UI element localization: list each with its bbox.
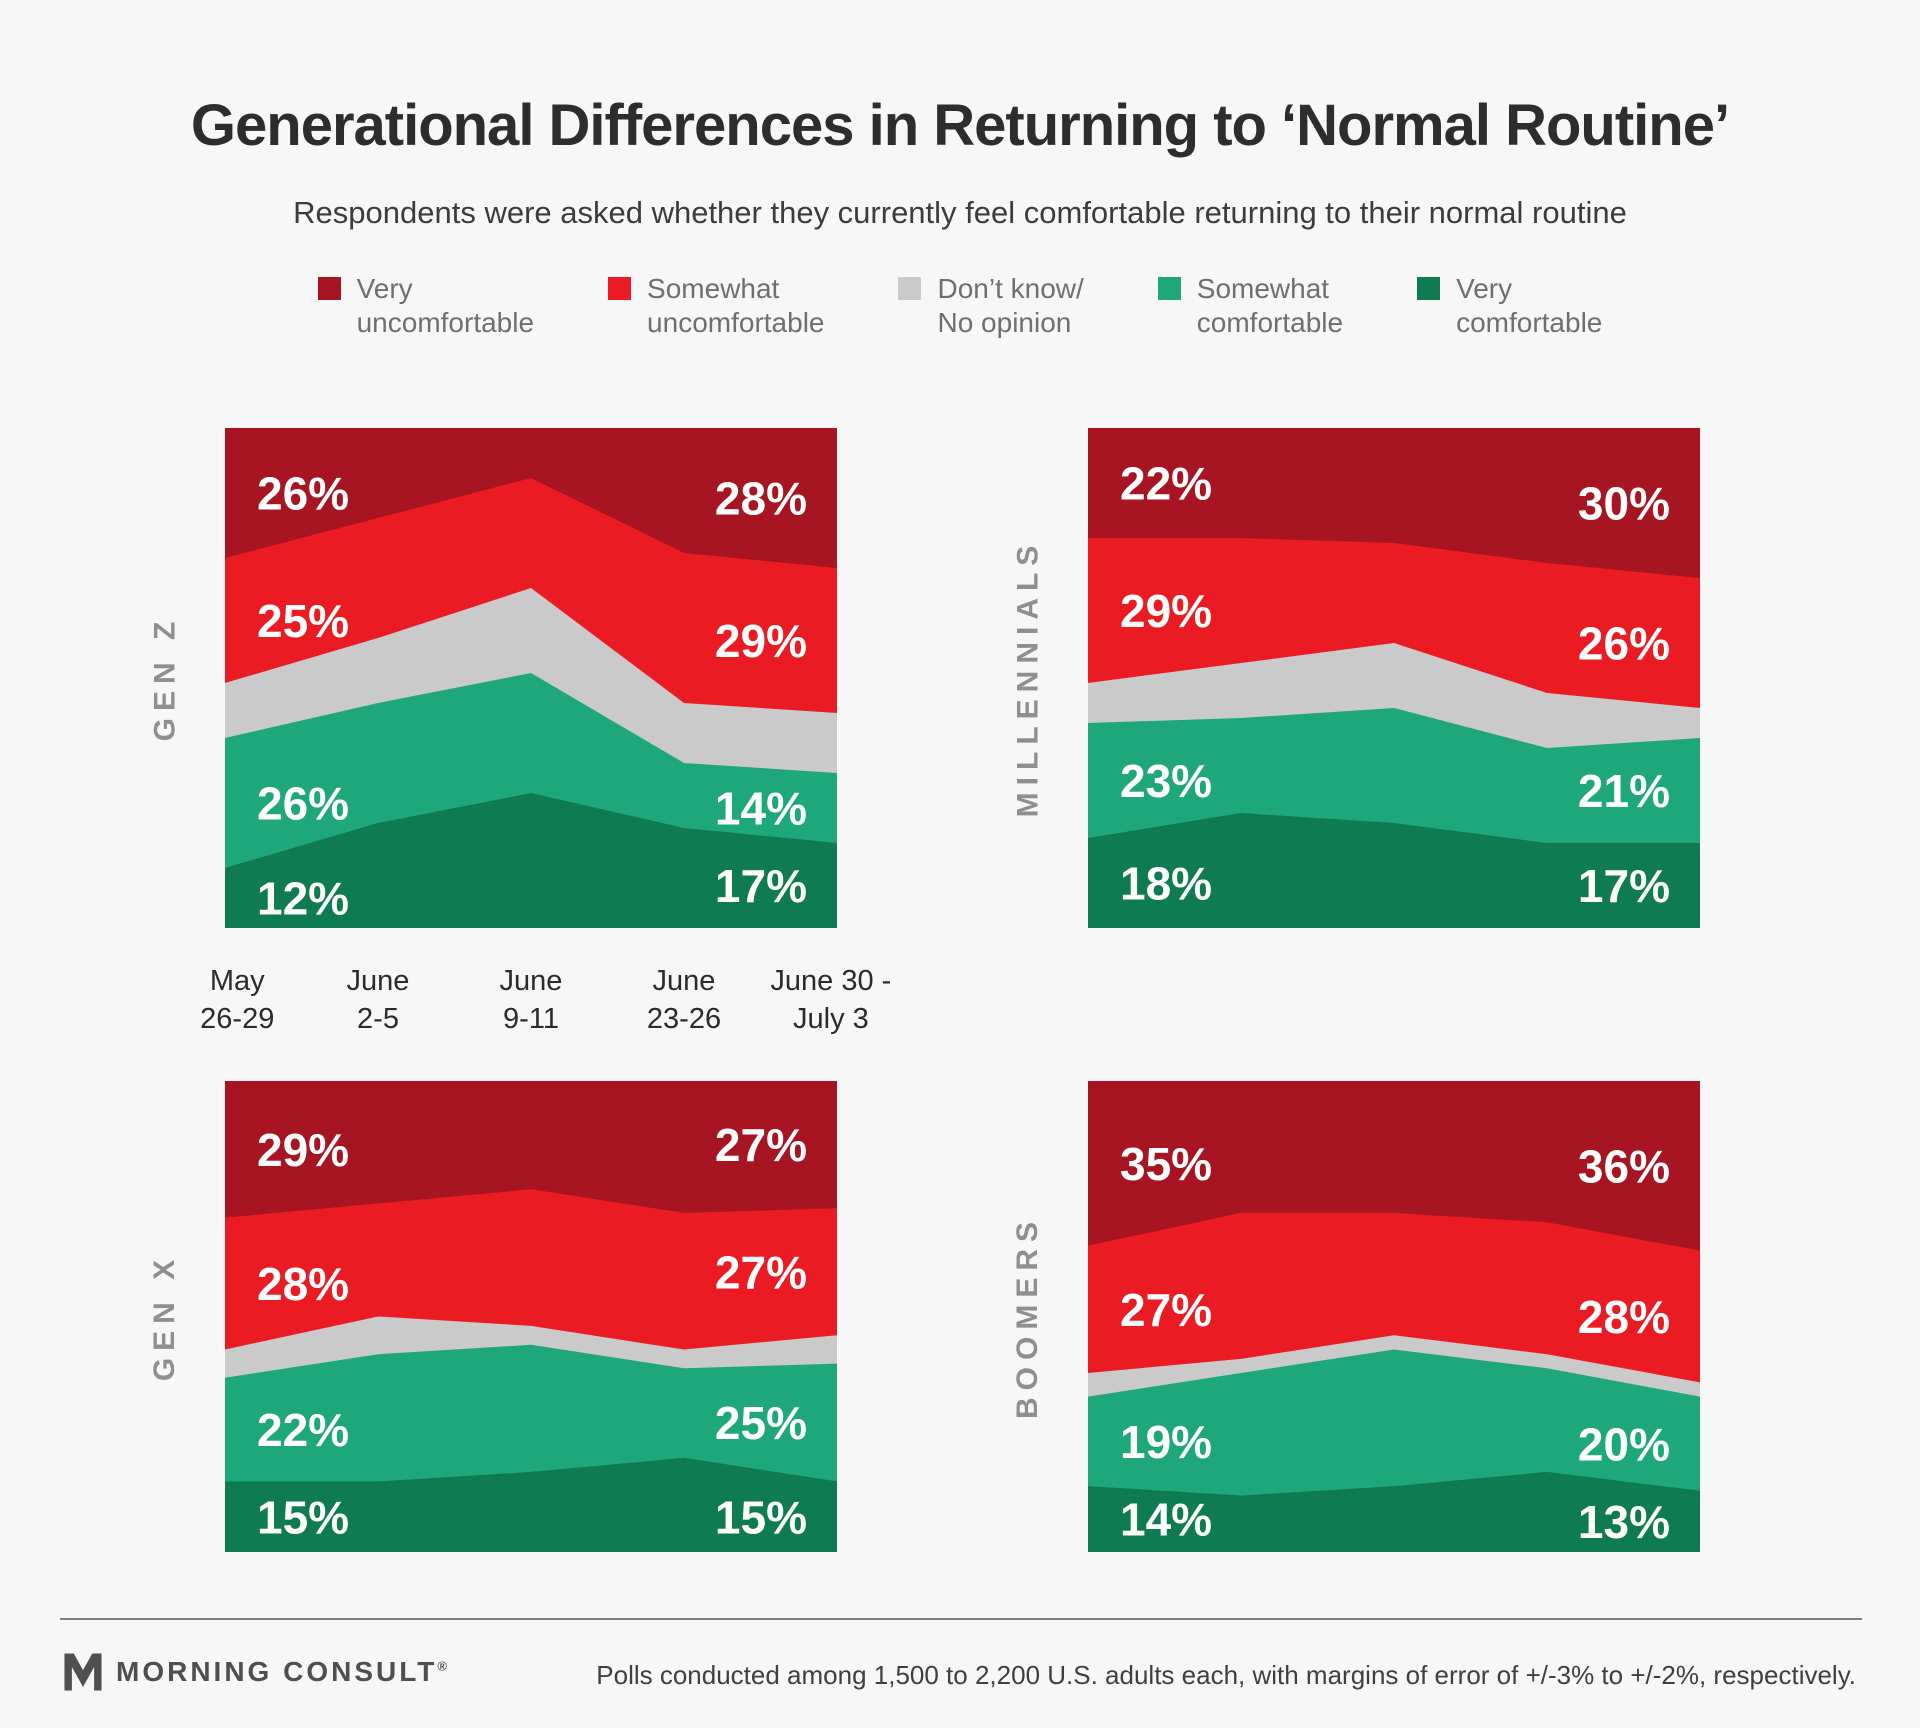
morning-consult-logo: MORNING CONSULT®	[62, 1648, 450, 1696]
x-axis-label-june-9-11: June 9-11	[499, 965, 563, 1035]
page-title: Generational Differences in Returning to…	[190, 93, 1730, 158]
group-label-boomers: BOOMERS	[1011, 1214, 1045, 1419]
svg-text:28%: 28%	[1578, 1291, 1670, 1343]
legend-swatch-very-comfortable	[1417, 277, 1441, 300]
svg-text:17%: 17%	[1578, 860, 1670, 912]
group-label-millennials: MILLENNIALS	[1011, 538, 1044, 818]
legend-item-somewhat-uncomfortable: Somewhat uncomfortable	[608, 272, 824, 340]
svg-text:22%: 22%	[1120, 458, 1212, 510]
svg-text:21%: 21%	[1578, 765, 1670, 817]
x-axis-label-june-30-july-3: June 30 - July 3	[770, 965, 892, 1035]
svg-text:12%: 12%	[257, 873, 349, 925]
legend-swatch-very-uncomfortable	[317, 277, 341, 300]
group-label-gen-x: GEN X	[148, 1252, 182, 1381]
group-label-gen-z: GEN Z	[148, 614, 182, 742]
svg-text:26%: 26%	[1578, 618, 1670, 670]
svg-text:36%: 36%	[1578, 1140, 1670, 1192]
chart-boomers: 35% 36% 27% 28% 19% 20% 14% 13%	[1088, 1081, 1700, 1552]
legend-label-line: comfortable	[1196, 307, 1344, 338]
legend-swatch-dont-know	[898, 277, 922, 300]
svg-text:27%: 27%	[715, 1119, 807, 1171]
svg-text:15%: 15%	[715, 1491, 807, 1543]
x-axis-label-june-23-26: June 23-26	[646, 965, 722, 1035]
x-axis-labels: May 26-29 June 2-5 June 9-11 June 23-26 …	[200, 962, 891, 1052]
page-subtitle: Respondents were asked whether they curr…	[293, 195, 1627, 230]
svg-text:14%: 14%	[715, 783, 807, 835]
x-axis-label-may-26-29: May 26-29	[200, 965, 275, 1035]
legend-label-line: Very	[356, 273, 413, 304]
svg-text:30%: 30%	[1578, 478, 1670, 530]
methodology-text: Polls conducted among 1,500 to 2,200 U.S…	[596, 1660, 1856, 1690]
legend-swatch-somewhat-uncomfortable	[608, 277, 632, 300]
svg-text:19%: 19%	[1120, 1416, 1212, 1468]
legend-label-line: No opinion	[937, 307, 1072, 338]
svg-text:35%: 35%	[1120, 1138, 1212, 1190]
svg-text:27%: 27%	[715, 1246, 807, 1298]
chart-millennials: 22% 30% 29% 26% 23% 21% 18% 17%	[1088, 428, 1700, 928]
svg-text:23%: 23%	[1120, 755, 1212, 807]
svg-text:20%: 20%	[1578, 1418, 1670, 1470]
svg-text:25%: 25%	[715, 1397, 807, 1449]
legend: Very uncomfortable Somewhat uncomfortabl…	[0, 272, 1920, 340]
svg-text:15%: 15%	[257, 1491, 349, 1543]
svg-text:26%: 26%	[257, 468, 349, 520]
legend-item-dont-know: Don’t know/ No opinion	[898, 272, 1084, 340]
chart-gen-x: 29% 27% 28% 27% 22% 25% 15% 15%	[225, 1081, 837, 1552]
x-axis-label-june-2-5: June 2-5	[346, 965, 410, 1035]
logo-mark-icon	[64, 1653, 102, 1691]
legend-label-line: uncomfortable	[647, 307, 825, 338]
legend-label-line: Somewhat	[647, 273, 780, 304]
legend-item-very-comfortable: Very comfortable	[1417, 272, 1602, 340]
legend-label-line: uncomfortable	[356, 307, 535, 338]
svg-text:25%: 25%	[257, 595, 349, 647]
svg-text:22%: 22%	[257, 1404, 349, 1456]
svg-text:17%: 17%	[715, 860, 807, 912]
legend-label-line: Don’t know/	[937, 273, 1084, 304]
logo-wordmark: MORNING CONSULT®	[116, 1656, 450, 1687]
svg-text:29%: 29%	[715, 615, 807, 667]
svg-text:14%: 14%	[1120, 1494, 1212, 1546]
legend-swatch-somewhat-comfortable	[1157, 277, 1181, 300]
legend-item-somewhat-comfortable: Somewhat comfortable	[1157, 272, 1344, 340]
chart-gen-z: 26% 28% 25% 29% 26% 14% 12% 17%	[225, 428, 837, 928]
legend-label-line: Somewhat	[1196, 273, 1330, 304]
registered-mark: ®	[437, 1658, 450, 1674]
legend-label-line: comfortable	[1456, 307, 1603, 338]
legend-item-very-uncomfortable: Very uncomfortable	[317, 272, 535, 340]
svg-text:13%: 13%	[1578, 1496, 1670, 1548]
footer-divider	[60, 1618, 1862, 1620]
svg-text:29%: 29%	[257, 1124, 349, 1176]
svg-text:26%: 26%	[257, 778, 349, 830]
legend-label-line: Very	[1456, 273, 1513, 304]
svg-text:27%: 27%	[1120, 1284, 1212, 1336]
svg-text:28%: 28%	[257, 1258, 349, 1310]
svg-text:29%: 29%	[1120, 585, 1212, 637]
svg-text:28%: 28%	[715, 473, 807, 525]
svg-text:18%: 18%	[1120, 858, 1212, 910]
